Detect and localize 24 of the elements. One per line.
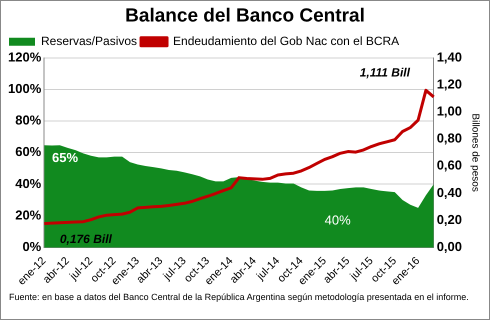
y-tick-label: 20% [15,207,42,222]
source-note: Fuente: en base a datos del Banco Central de la República Argentina según metodología presentada en el informe. [8,291,470,304]
y-tick-label: 40% [15,176,42,191]
y2-tick-label: 0,00 [436,239,462,254]
legend-label: Endeudamiento del Gob Nac con el BCRA [173,34,400,48]
annotation: 1,111 Bill [360,65,411,80]
y2-tick-label: 0,80 [436,130,462,146]
annotation: 0,176 Bill [60,232,113,246]
legend-label: Reservas/Pasivos [41,34,138,48]
y2-tick-label: 1,40 [436,49,462,64]
y2-tick-label: 1,20 [436,76,462,92]
y2-tick-label: 0,60 [436,158,462,173]
y-tick-label: 60% [15,144,42,160]
y2-tick-label: 0,20 [436,212,462,227]
annotation: 40% [324,212,352,228]
y-tick-label: 120% [8,49,42,64]
y-tick-label: 0% [22,239,42,254]
y-tick-label: 100% [8,80,42,96]
y2-axis-title: Billones de pesos [469,113,480,192]
y2-tick-label: 1,00 [436,104,462,119]
chart-title: Balance del Banco Central [125,6,365,27]
y2-tick-label: 0,40 [436,184,462,200]
annotation: 65% [52,150,78,165]
y-tick-label: 80% [15,112,42,128]
